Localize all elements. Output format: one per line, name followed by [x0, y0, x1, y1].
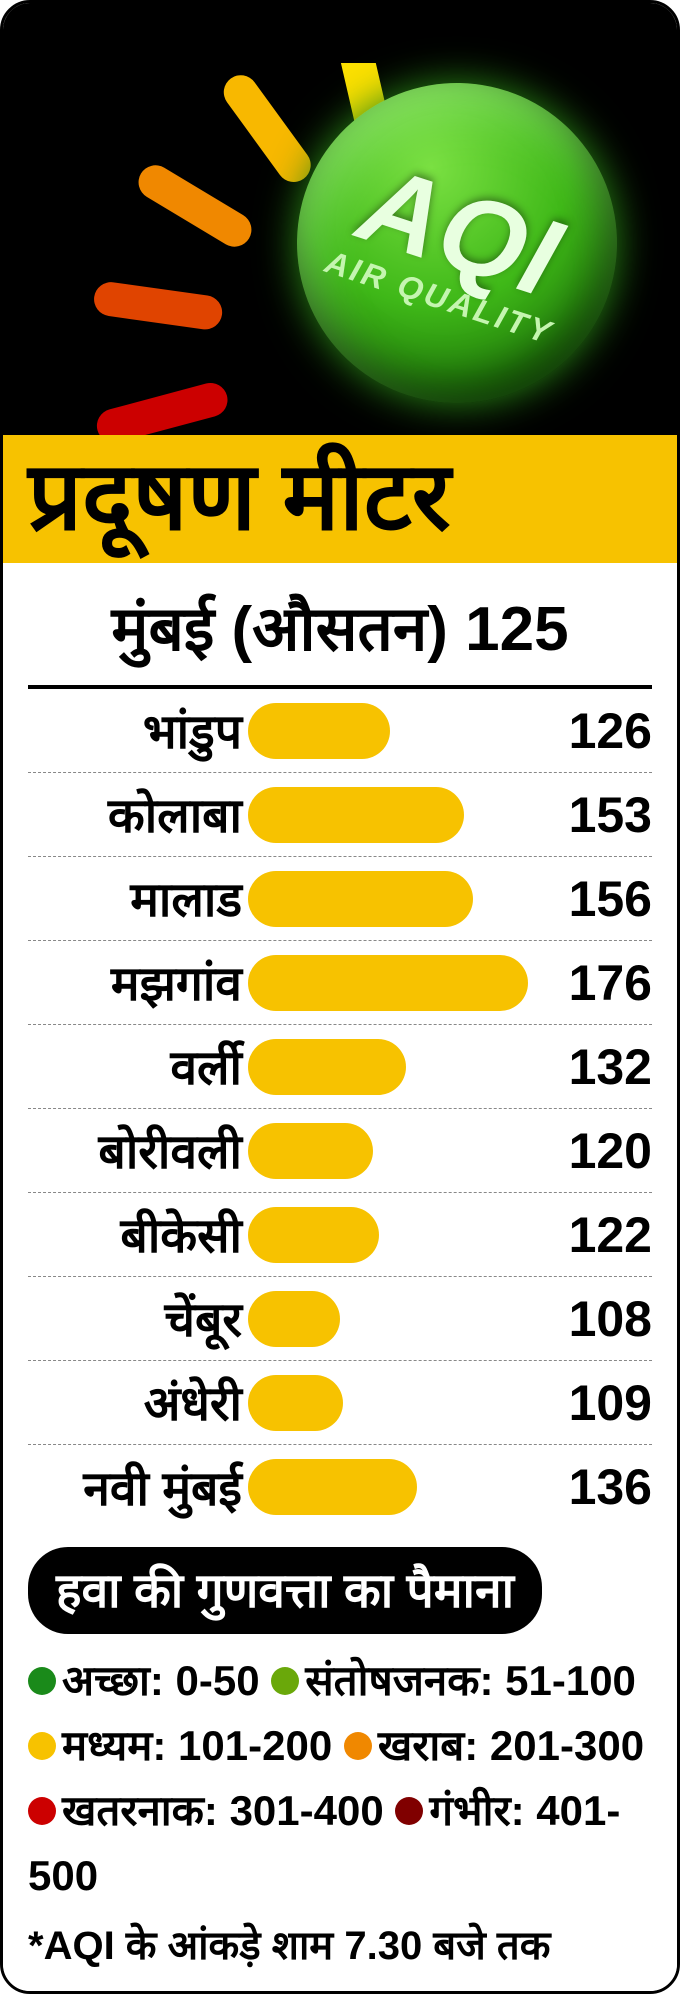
bar-cell: [248, 857, 552, 940]
bar: [248, 1039, 406, 1095]
legend-dot: [28, 1732, 56, 1760]
bar: [248, 1207, 379, 1263]
location-label: भांडुप: [28, 698, 248, 763]
table-row: बोरीवली 120: [28, 1109, 652, 1193]
legend-dot: [271, 1667, 299, 1695]
value-label: 126: [552, 702, 652, 760]
legend-dot: [28, 1667, 56, 1695]
legend-label: गंभीर:: [429, 1787, 536, 1834]
location-label: बोरीवली: [28, 1118, 248, 1183]
value-label: 132: [552, 1038, 652, 1096]
table-row: कोलाबा 153: [28, 773, 652, 857]
location-label: मझगांव: [28, 950, 248, 1015]
value-label: 176: [552, 954, 652, 1012]
legend-range: 301-400: [230, 1787, 384, 1834]
title-band: प्रदूषण मीटर: [3, 435, 677, 563]
location-label: अंधेरी: [28, 1370, 248, 1435]
bar: [248, 955, 528, 1011]
bar-cell: [248, 1193, 552, 1276]
value-label: 156: [552, 870, 652, 928]
bar-cell: [248, 1445, 552, 1529]
legend-label: मध्यम:: [62, 1722, 178, 1769]
bar: [248, 1123, 373, 1179]
table-row: भांडुप 126: [28, 689, 652, 773]
bar-cell: [248, 1277, 552, 1360]
location-label: मालाड: [28, 866, 248, 931]
location-label: बीकेसी: [28, 1202, 248, 1267]
table-row: अंधेरी 109: [28, 1361, 652, 1445]
legend-range: 201-300: [490, 1722, 644, 1769]
legend-title: हवा की गुणवत्ता का पैमाना: [28, 1547, 542, 1634]
bar: [248, 1291, 340, 1347]
infographic-card: AQI AIR QUALITY प्रदूषण मीटर मुंबई (औसतन…: [0, 0, 680, 1994]
header: AQI AIR QUALITY प्रदूषण मीटर: [3, 3, 677, 563]
footnote: *AQI के आंकड़े शाम 7.30 बजे तक: [28, 1916, 652, 1971]
legend-label: खतरनाक:: [62, 1787, 230, 1834]
table-row: वर्ली 132: [28, 1025, 652, 1109]
bar-chart: भांडुप 126 कोलाबा 153 मालाड 156 मझगांव 176 वर्ली…: [28, 689, 652, 1529]
value-label: 136: [552, 1458, 652, 1516]
legend-dot: [395, 1797, 423, 1825]
legend-dot: [28, 1797, 56, 1825]
location-label: चेंबूर: [28, 1286, 248, 1351]
location-label: कोलाबा: [28, 782, 248, 847]
value-label: 109: [552, 1374, 652, 1432]
bar-cell: [248, 1109, 552, 1192]
bar: [248, 871, 473, 927]
page-title: प्रदूषण मीटर: [28, 450, 652, 545]
legend-label: अच्छा:: [62, 1657, 176, 1704]
location-label: वर्ली: [28, 1034, 248, 1099]
bar: [248, 787, 464, 843]
legend-body: अच्छा: 0-50 संतोषजनक: 51-100 मध्यम: 101-…: [28, 1648, 652, 1908]
bar: [248, 1375, 343, 1431]
legend-label: खराब:: [378, 1722, 490, 1769]
value-label: 122: [552, 1206, 652, 1264]
legend-range: 0-50: [176, 1657, 260, 1704]
value-label: 153: [552, 786, 652, 844]
bar-cell: [248, 689, 552, 772]
value-label: 120: [552, 1122, 652, 1180]
table-row: नवी मुंबई 136: [28, 1445, 652, 1529]
bar-cell: [248, 1025, 552, 1108]
legend-label: संतोषजनक:: [305, 1657, 505, 1704]
table-row: मझगांव 176: [28, 941, 652, 1025]
value-label: 108: [552, 1290, 652, 1348]
bar: [248, 703, 390, 759]
table-row: चेंबूर 108: [28, 1277, 652, 1361]
legend-range: 51-100: [505, 1657, 636, 1704]
bar: [248, 1459, 417, 1515]
bar-cell: [248, 1361, 552, 1444]
bar-cell: [248, 941, 552, 1024]
gauge-area: AQI AIR QUALITY: [3, 3, 677, 443]
average-label: मुंबई (औसतन): [111, 595, 448, 664]
table-row: मालाड 156: [28, 857, 652, 941]
average-row: मुंबई (औसतन) 125: [28, 563, 652, 689]
bar-cell: [248, 773, 552, 856]
content: मुंबई (औसतन) 125 भांडुप 126 कोलाबा 153 मालाड…: [3, 563, 677, 1991]
legend-title-wrap: हवा की गुणवत्ता का पैमाना: [28, 1547, 652, 1634]
average-value: 125: [465, 595, 568, 664]
location-label: नवी मुंबई: [28, 1455, 248, 1520]
table-row: बीकेसी 122: [28, 1193, 652, 1277]
legend-dot: [344, 1732, 372, 1760]
legend-range: 101-200: [178, 1722, 332, 1769]
